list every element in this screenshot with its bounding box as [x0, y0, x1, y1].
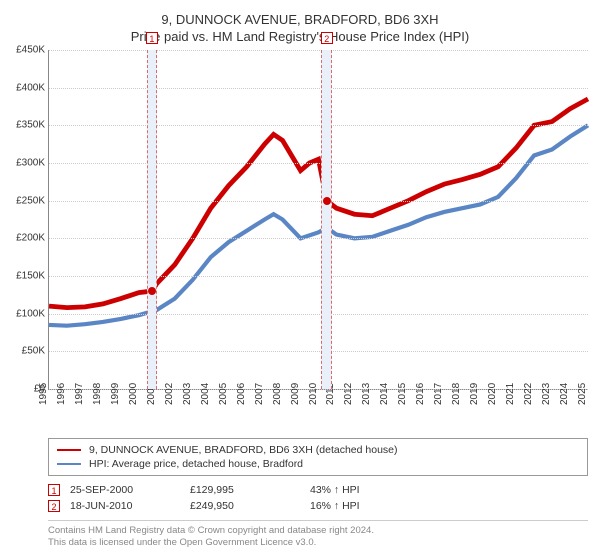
sale-row: 1 25-SEP-2000 £129,995 43% ↑ HPI	[48, 482, 588, 498]
gridline-h	[49, 351, 588, 352]
title-line2: Price paid vs. HM Land Registry's House …	[0, 29, 600, 44]
gridline-h	[49, 50, 588, 51]
sale-marker-box: 2	[321, 32, 333, 44]
y-axis-label: £50K	[22, 346, 45, 357]
legend-label: HPI: Average price, detached house, Brad…	[89, 458, 303, 470]
gridline-h	[49, 201, 588, 202]
y-axis-label: £350K	[16, 120, 45, 131]
y-axis-label: £450K	[16, 45, 45, 56]
sales-table: 1 25-SEP-2000 £129,995 43% ↑ HPI 2 18-JUN-201…	[48, 482, 588, 514]
sale-dot	[323, 197, 331, 205]
x-axis-label: 2004	[200, 383, 211, 405]
x-axis-label: 2018	[451, 383, 462, 405]
x-axis-label: 2008	[271, 383, 282, 405]
title-line1: 9, DUNNOCK AVENUE, BRADFORD, BD6 3XH	[0, 12, 600, 27]
x-axis-label: 2009	[289, 383, 300, 405]
x-axis-label: 1995	[38, 383, 49, 405]
x-axis-label: 2017	[433, 383, 444, 405]
line-series-svg	[49, 50, 588, 389]
legend-label: 9, DUNNOCK AVENUE, BRADFORD, BD6 3XH (de…	[89, 444, 398, 456]
x-axis-label: 2016	[415, 383, 426, 405]
sale-dot	[148, 287, 156, 295]
x-axis-label: 1997	[74, 383, 85, 405]
x-axis-label: 2022	[523, 383, 534, 405]
x-axis-label: 2012	[343, 383, 354, 405]
sale-marker-box: 1	[146, 32, 158, 44]
y-axis-label: £200K	[16, 233, 45, 244]
x-axis-label: 2013	[361, 383, 372, 405]
x-axis-label: 2000	[128, 383, 139, 405]
sale-marker: 1	[48, 484, 60, 496]
chart-title: 9, DUNNOCK AVENUE, BRADFORD, BD6 3XH Pri…	[0, 0, 600, 50]
x-axis-label: 2002	[164, 383, 175, 405]
y-axis-label: £100K	[16, 308, 45, 319]
legend-row: 9, DUNNOCK AVENUE, BRADFORD, BD6 3XH (de…	[57, 443, 579, 457]
x-axis-label: 2007	[253, 383, 264, 405]
sale-date: 25-SEP-2000	[70, 484, 180, 496]
x-axis-label: 2024	[559, 383, 570, 405]
sale-price: £249,950	[190, 500, 300, 512]
sale-date: 18-JUN-2010	[70, 500, 180, 512]
sale-marker: 2	[48, 500, 60, 512]
x-axis-label: 2003	[182, 383, 193, 405]
legend: 9, DUNNOCK AVENUE, BRADFORD, BD6 3XH (de…	[48, 438, 588, 476]
y-axis-label: £150K	[16, 271, 45, 282]
legend-swatch	[57, 463, 81, 465]
footer-attribution: Contains HM Land Registry data © Crown c…	[48, 520, 588, 550]
x-axis-label: 2005	[218, 383, 229, 405]
footer-line1: Contains HM Land Registry data © Crown c…	[48, 525, 588, 537]
chart-area: £0£50K£100K£150K£200K£250K£300K£350K£400…	[48, 50, 588, 410]
sale-band	[147, 50, 158, 389]
x-axis-label: 2025	[577, 383, 588, 405]
sale-pct: 43% ↑ HPI	[310, 484, 410, 496]
x-axis-label: 1996	[56, 383, 67, 405]
y-axis-label: £300K	[16, 158, 45, 169]
x-axis-label: 2006	[236, 383, 247, 405]
footer-line2: This data is licensed under the Open Gov…	[48, 537, 588, 549]
sale-pct: 16% ↑ HPI	[310, 500, 410, 512]
gridline-h	[49, 238, 588, 239]
x-axis-label: 2014	[379, 383, 390, 405]
x-axis-label: 2021	[505, 383, 516, 405]
y-axis-label: £400K	[16, 82, 45, 93]
sale-band	[321, 50, 332, 389]
legend-swatch	[57, 449, 81, 451]
gridline-h	[49, 276, 588, 277]
y-axis-label: £250K	[16, 195, 45, 206]
x-axis-label: 2010	[307, 383, 318, 405]
gridline-h	[49, 163, 588, 164]
gridline-h	[49, 314, 588, 315]
x-axis-label: 2020	[487, 383, 498, 405]
sale-row: 2 18-JUN-2010 £249,950 16% ↑ HPI	[48, 498, 588, 514]
x-axis-label: 2015	[397, 383, 408, 405]
x-axis-label: 2019	[469, 383, 480, 405]
gridline-h	[49, 125, 588, 126]
sale-price: £129,995	[190, 484, 300, 496]
legend-row: HPI: Average price, detached house, Brad…	[57, 457, 579, 471]
plot-region: £0£50K£100K£150K£200K£250K£300K£350K£400…	[48, 50, 588, 390]
x-axis-label: 1999	[110, 383, 121, 405]
gridline-h	[49, 88, 588, 89]
x-axis-label: 2023	[541, 383, 552, 405]
x-axis-label: 1998	[92, 383, 103, 405]
